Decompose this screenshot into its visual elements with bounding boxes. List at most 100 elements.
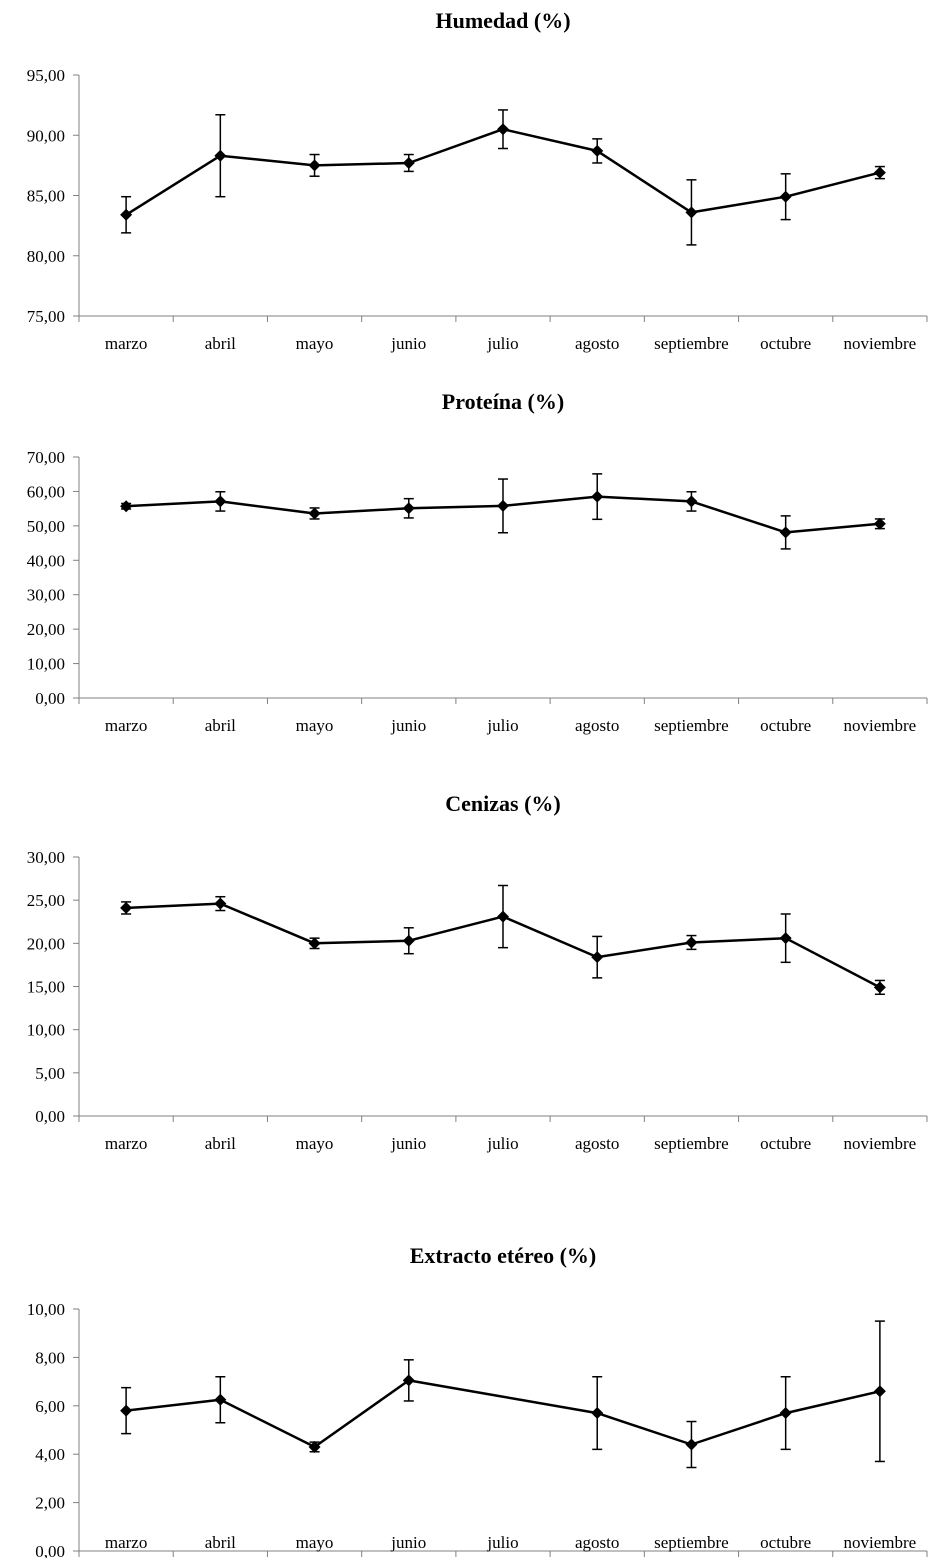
data-point-marker [779,526,792,539]
x-category-label: junio [390,716,426,735]
data-point-marker [685,1438,698,1451]
x-category-label: abril [205,334,236,353]
data-point-marker [308,1440,321,1453]
y-tick-label: 70,00 [27,448,65,467]
data-point-marker [497,499,509,512]
x-category-label: marzo [105,1134,147,1153]
y-tick-label: 85,00 [27,187,65,206]
y-tick-label: 10,00 [27,1300,65,1319]
x-category-label: marzo [105,334,147,353]
x-category-label: noviembre [844,1134,917,1153]
y-tick-label: 20,00 [27,934,65,953]
x-category-label: agosto [575,1533,619,1552]
x-category-label: septiembre [654,1134,729,1153]
x-category-label: octubre [760,334,811,353]
data-point-marker [402,156,415,169]
data-point-marker [402,934,415,947]
x-category-label: noviembre [844,716,917,735]
data-point-marker [497,910,509,923]
chart-panel-3: Cenizas (%) 0,00 5,00 10,00 15,00 20,00 25,00 3… [27,791,928,1153]
data-point-marker [402,502,415,515]
x-category-label: noviembre [844,1533,917,1552]
y-tick-label: 80,00 [27,247,65,266]
x-category-label: abril [205,1533,236,1552]
data-point-marker [685,206,698,219]
x-category-label: septiembre [654,1533,729,1552]
y-tick-label: 20,00 [27,620,65,639]
x-category-label: agosto [575,334,619,353]
y-tick-label: 10,00 [27,655,65,674]
data-point-marker [591,951,604,964]
y-tick-label: 15,00 [27,978,65,997]
x-category-label: octubre [760,716,811,735]
x-category-label: abril [205,1134,236,1153]
x-category-label: marzo [105,1533,147,1552]
data-point-marker [497,123,509,136]
data-point-marker [120,901,133,914]
y-tick-label: 90,00 [27,126,65,145]
y-tick-label: 30,00 [27,848,65,867]
data-point-marker [214,495,227,508]
x-category-label: junio [390,1533,426,1552]
y-tick-label: 8,00 [35,1348,65,1367]
data-point-marker [308,159,321,172]
chart-panel-1: Humedad (%) 75,00 80,00 85,00 90,00 95,00 marz… [27,8,928,353]
data-point-marker [685,936,698,949]
y-tick-label: 5,00 [35,1064,65,1083]
x-category-label: noviembre [844,334,917,353]
y-tick-label: 0,00 [35,1542,65,1558]
data-point-marker [591,1407,604,1420]
x-category-label: octubre [760,1134,811,1153]
x-category-label: agosto [575,1134,619,1153]
y-tick-label: 75,00 [27,307,65,326]
chart-panel-4: Extracto etéreo (%) 0,00 2,00 4,00 6,00 8,00 1… [27,1243,928,1558]
x-category-label: julio [486,1134,518,1153]
data-point-marker [214,1393,227,1406]
x-category-label: septiembre [654,334,729,353]
data-point-marker [308,507,321,520]
data-point-marker [685,495,698,508]
x-category-label: julio [486,334,518,353]
chart-title: Cenizas (%) [445,791,560,816]
chart-title: Proteína (%) [442,389,564,414]
y-tick-label: 4,00 [35,1445,65,1464]
data-point-marker [120,500,133,513]
y-tick-label: 40,00 [27,551,65,570]
y-tick-label: 10,00 [27,1021,65,1040]
data-point-marker [214,897,227,910]
x-category-label: abril [205,716,236,735]
y-tick-label: 25,00 [27,891,65,910]
data-point-marker [120,208,133,221]
data-point-marker [873,981,886,994]
x-category-label: mayo [296,716,334,735]
x-category-label: mayo [296,334,334,353]
y-tick-label: 60,00 [27,482,65,501]
data-point-marker [873,517,886,530]
y-tick-label: 95,00 [27,66,65,85]
x-category-label: agosto [575,716,619,735]
data-point-marker [402,1374,415,1387]
data-point-marker [120,1404,133,1417]
y-tick-label: 50,00 [27,517,65,536]
x-category-label: julio [486,716,518,735]
chart-title: Extracto etéreo (%) [410,1243,597,1268]
x-category-label: octubre [760,1533,811,1552]
data-point-marker [779,1407,792,1420]
x-category-label: marzo [105,716,147,735]
chart-title: Humedad (%) [435,8,570,33]
y-tick-label: 30,00 [27,586,65,605]
data-point-marker [591,144,604,157]
data-point-marker [779,190,792,203]
series-line [125,1379,881,1449]
data-point-marker [591,490,604,503]
x-category-label: junio [390,1134,426,1153]
y-tick-label: 2,00 [35,1494,65,1513]
data-point-marker [779,932,792,945]
x-category-label: mayo [296,1134,334,1153]
chart-panel-2: Proteína (%) 0,00 10,00 20,00 30,00 40,00 50,0… [27,389,928,735]
data-point-marker [873,1385,886,1398]
y-tick-label: 0,00 [35,689,65,708]
x-category-label: julio [486,1533,518,1552]
y-tick-label: 0,00 [35,1107,65,1126]
